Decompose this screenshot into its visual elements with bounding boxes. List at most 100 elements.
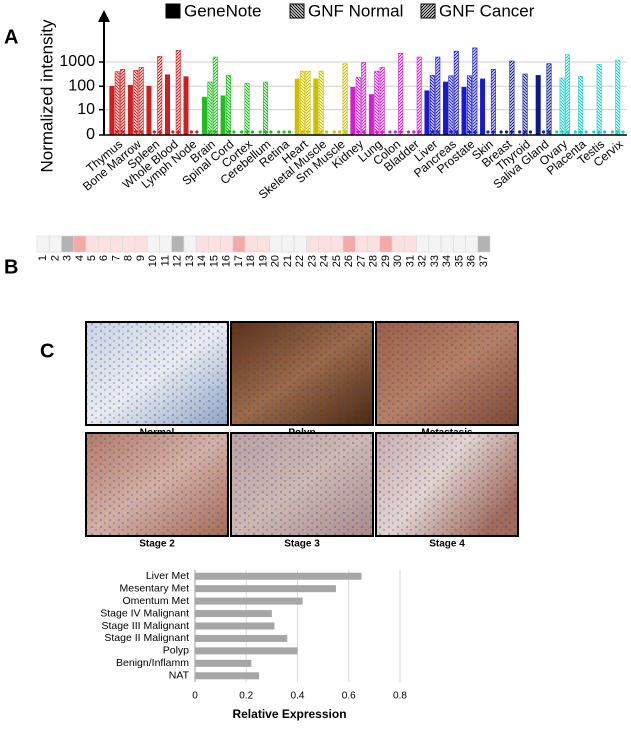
bar: [453, 50, 459, 136]
legend-label: GeneNote: [184, 1, 262, 20]
presence-dot: [324, 130, 329, 134]
presence-dot: [610, 130, 614, 134]
presence-dot: [128, 130, 133, 134]
bar: [195, 585, 336, 593]
heatmap-cell: [440, 235, 454, 253]
bar: [146, 85, 152, 136]
x-tick-label: 5: [86, 255, 98, 261]
presence-dot: [528, 130, 533, 134]
heatmap-cell: [293, 235, 307, 253]
presence-dot: [621, 130, 625, 134]
presence-dot: [523, 130, 527, 134]
presence-dot: [319, 130, 323, 134]
presence-dot: [375, 130, 379, 134]
bar: [559, 77, 565, 136]
x-tick-label: 37: [478, 255, 490, 267]
x-tick-label: 0.2: [239, 691, 253, 702]
histology-texture: [87, 434, 227, 535]
heatmap-cell: [85, 235, 99, 253]
bar: [318, 70, 324, 136]
panel-label: C: [40, 340, 54, 362]
bar: [398, 52, 404, 136]
x-tick-label: 0.6: [342, 691, 356, 702]
heatmap-cell: [195, 235, 209, 253]
heatmap-cell: [134, 235, 148, 253]
panel-label: B: [4, 256, 18, 278]
x-tick-label: 36: [466, 255, 478, 267]
presence-dot: [189, 130, 194, 134]
legend-swatch: [165, 3, 181, 19]
presence-dot: [208, 130, 212, 134]
legend-label: GNF Normal: [308, 1, 403, 20]
x-tick-label: 6: [98, 255, 110, 261]
bar: [435, 56, 441, 136]
heatmap-cell: [330, 235, 344, 253]
presence-dot: [491, 130, 495, 134]
heatmap-cell: [477, 235, 491, 253]
y-tick-label: NAT: [169, 670, 190, 682]
presence-dot: [362, 130, 366, 134]
bar: [202, 96, 208, 136]
presence-dot: [240, 130, 244, 134]
x-tick-label: 20: [270, 255, 282, 267]
bar: [565, 54, 571, 136]
heatmap-cell: [73, 235, 87, 253]
y-tick-label: Mesentary Met: [120, 582, 190, 594]
legend-swatch: [420, 3, 436, 19]
heatmap-cell: [452, 235, 466, 253]
bar: [183, 76, 189, 136]
bar: [472, 47, 478, 136]
x-tick-label: 19: [257, 255, 269, 267]
legend-label: GNF Cancer: [439, 1, 535, 20]
presence-dot: [269, 130, 273, 134]
presence-dot: [555, 130, 559, 134]
bar: [133, 70, 139, 136]
bar: [195, 622, 275, 630]
presence-dot: [393, 130, 397, 134]
presence-dot: [467, 130, 472, 134]
presence-dot: [486, 130, 490, 134]
presence-dot: [277, 130, 281, 134]
x-tick-label: 27: [355, 255, 367, 267]
y-tick-label: Stage IV Malignant: [100, 607, 189, 619]
presence-dot: [616, 130, 620, 134]
presence-dot: [301, 130, 305, 134]
heatmap-cell: [428, 235, 442, 253]
y-tick-label: 10: [77, 101, 95, 118]
presence-dot: [338, 130, 342, 134]
bar: [164, 74, 170, 136]
heatmap-cell: [355, 235, 368, 253]
bar: [207, 81, 213, 136]
heatmap-cell: [318, 235, 332, 253]
heatmap-cell: [171, 235, 185, 253]
x-tick-label: 33: [429, 255, 441, 267]
bar: [195, 597, 303, 605]
bar: [225, 75, 231, 136]
histology-texture: [377, 323, 517, 424]
presence-dot: [245, 130, 249, 134]
heatmap-cell: [416, 235, 430, 253]
presence-dot: [602, 130, 607, 134]
presence-dot: [462, 130, 466, 134]
heatmap-cell: [367, 235, 381, 253]
bar: [509, 60, 515, 136]
bar: [212, 56, 218, 136]
presence-dot: [510, 130, 514, 134]
presence-dot: [584, 130, 588, 134]
presence-dot: [258, 130, 262, 134]
histology-texture: [87, 323, 227, 424]
heatmap-cell: [391, 235, 405, 253]
histology-texture: [377, 434, 517, 535]
presence-dot: [412, 130, 416, 134]
presence-dot: [158, 130, 162, 134]
bar: [368, 94, 374, 136]
bar: [195, 647, 298, 655]
presence-dot: [147, 130, 151, 134]
histology-texture: [232, 434, 372, 535]
x-tick-label: 34: [441, 255, 453, 267]
heatmap-cell: [48, 235, 62, 253]
bar: [535, 75, 541, 136]
bar: [313, 78, 319, 136]
presence-dot: [263, 130, 268, 134]
presence-dot: [110, 130, 114, 134]
